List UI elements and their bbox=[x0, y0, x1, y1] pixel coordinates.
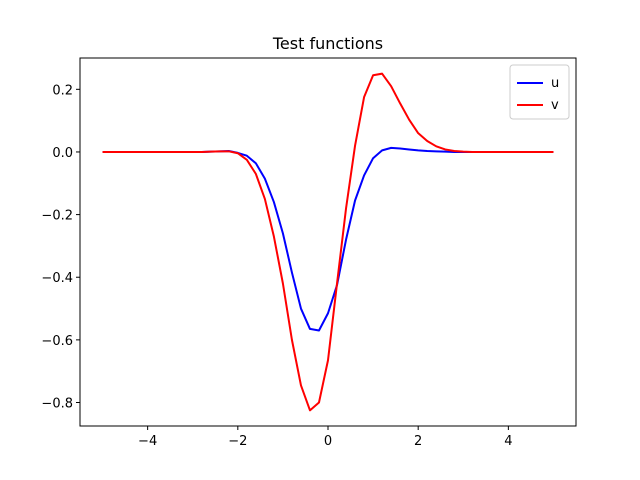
x-tick-label: −2 bbox=[228, 434, 247, 449]
x-tick-label: 4 bbox=[504, 434, 512, 449]
x-axis: −4 −2 0 2 4 bbox=[138, 426, 513, 449]
y-tick-label: −0.6 bbox=[41, 334, 73, 349]
y-tick-label: 0.0 bbox=[52, 146, 73, 161]
legend-label-v: v bbox=[551, 98, 559, 113]
legend: uv bbox=[509, 64, 570, 120]
x-tick-label: 2 bbox=[414, 434, 422, 449]
legend-label-u: u bbox=[551, 76, 559, 91]
y-tick-label: −0.2 bbox=[41, 209, 73, 224]
x-tick-label: −4 bbox=[138, 434, 157, 449]
legend-box bbox=[509, 64, 570, 120]
chart-title: Test functions bbox=[272, 34, 383, 53]
plot-lines bbox=[102, 72, 554, 412]
y-axis: −0.8 −0.6 −0.4 −0.2 0.0 0.2 bbox=[41, 83, 80, 412]
y-tick-label: −0.8 bbox=[41, 397, 73, 412]
y-tick-label: −0.4 bbox=[41, 271, 73, 286]
x-tick-label: 0 bbox=[324, 434, 332, 449]
series-line-v bbox=[102, 72, 554, 412]
y-tick-label: 0.2 bbox=[52, 83, 73, 98]
